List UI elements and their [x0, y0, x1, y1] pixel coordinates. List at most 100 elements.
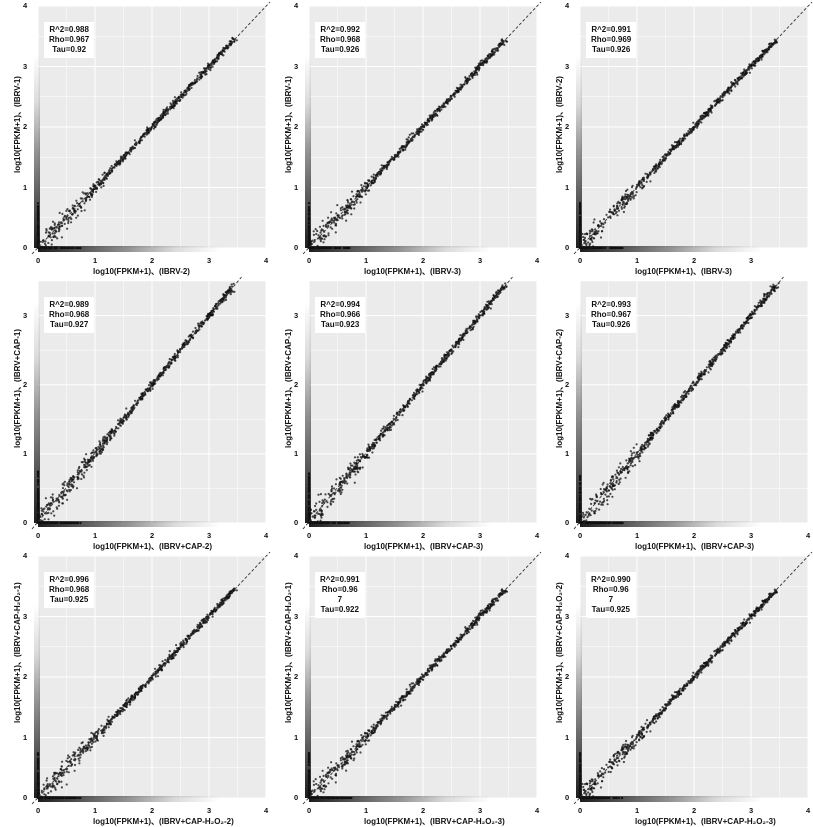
scatter-point [444, 106, 446, 108]
scatter-point [606, 499, 608, 501]
scatter-point [341, 522, 343, 524]
scatter-point [188, 335, 190, 337]
scatter-point [691, 382, 693, 384]
scatter-point [37, 237, 39, 239]
scatter-point [314, 505, 316, 507]
scatter-point [364, 182, 366, 184]
scatter-point [339, 522, 341, 524]
scatter-point [459, 334, 461, 336]
scatter-point [593, 522, 595, 524]
scatter-point [49, 522, 51, 524]
scatter-point [367, 456, 369, 458]
marginal-rug-x [580, 521, 762, 527]
scatter-point [599, 220, 601, 222]
scatter-point [72, 204, 74, 206]
scatter-point [45, 497, 47, 499]
scatter-point [164, 109, 166, 111]
scatter-point [661, 425, 663, 427]
scatter-point [224, 294, 226, 296]
scatter-point [685, 396, 687, 398]
scatter-point [41, 510, 43, 512]
marginal-rug-y [34, 302, 40, 523]
y-axis-label: log10(FPKM+1)、(IBRV+CAP-1) [12, 329, 23, 448]
scatter-point [66, 228, 68, 230]
scatter-point [706, 366, 708, 368]
scatter-point [446, 351, 448, 353]
scatter-point [689, 128, 691, 130]
y-tick-label: 3 [294, 311, 298, 320]
scatter-point [579, 240, 581, 242]
scatter-point [601, 522, 603, 524]
scatter-point [344, 522, 346, 524]
scatter-point [601, 502, 603, 504]
scatter-point [125, 418, 127, 420]
scatter-point [335, 478, 337, 480]
scatter-point [645, 443, 647, 445]
scatter-point [656, 429, 658, 431]
scatter-point [103, 172, 105, 174]
scatter-point [46, 230, 48, 232]
scatter-point [319, 226, 321, 228]
scatter-point [37, 220, 39, 222]
scatter-plot-svg [0, 0, 271, 275]
scatter-point [115, 431, 117, 433]
scatter-point [321, 510, 323, 512]
scatter-point [616, 470, 618, 472]
scatter-point [715, 360, 717, 362]
scatter-point [690, 385, 692, 387]
scatter-point [227, 47, 229, 49]
scatter-point [603, 218, 605, 220]
y-tick-label: 2 [294, 380, 298, 389]
scatter-point [198, 79, 200, 81]
scatter-point [37, 510, 39, 512]
scatter-point [610, 480, 612, 482]
scatter-point [320, 493, 322, 495]
y-tick-label: 3 [294, 62, 298, 71]
scatter-point [106, 719, 108, 721]
scatter-point [344, 482, 346, 484]
scatter-point [216, 60, 218, 62]
x-tick-label: 3 [478, 531, 482, 540]
scatter-point [638, 457, 640, 459]
scatter-point [446, 358, 448, 360]
scatter-point [333, 222, 335, 224]
scatter-point [37, 217, 39, 219]
scatter-point [362, 466, 364, 468]
scatter-point [308, 202, 310, 204]
scatter-point [174, 100, 176, 102]
scatter-point [212, 307, 214, 309]
scatter-point [67, 220, 69, 222]
scatter-point [579, 223, 581, 225]
scatter-point [191, 82, 193, 84]
scatter-point [39, 516, 41, 518]
y-tick-label: 1 [294, 183, 298, 192]
scatter-point [661, 420, 663, 422]
x-tick-label: 3 [478, 256, 482, 265]
scatter-point [618, 522, 620, 524]
x-tick-label: 2 [692, 256, 696, 265]
scatter-point [320, 240, 322, 242]
scatter-point [40, 241, 42, 243]
scatter-point [328, 522, 330, 524]
scatter-point [313, 510, 315, 512]
scatter-point [457, 346, 459, 348]
scatter-point [83, 458, 85, 460]
scatter-point [52, 493, 54, 495]
scatter-point [113, 432, 115, 434]
scatter-point [308, 480, 310, 482]
scatter-point [58, 505, 60, 507]
scatter-point [354, 468, 356, 470]
scatter-point [579, 208, 581, 210]
scatter-point [600, 492, 602, 494]
scatter-point [747, 322, 749, 324]
scatter-point [64, 215, 66, 217]
scatter-point [64, 223, 66, 225]
scatter-point [233, 291, 235, 293]
scatter-point [350, 213, 352, 215]
scatter-point [622, 466, 624, 468]
x-tick-label: 1 [364, 256, 368, 265]
scatter-point [654, 170, 656, 172]
scatter-point [317, 245, 319, 247]
scatter-point [310, 512, 312, 514]
